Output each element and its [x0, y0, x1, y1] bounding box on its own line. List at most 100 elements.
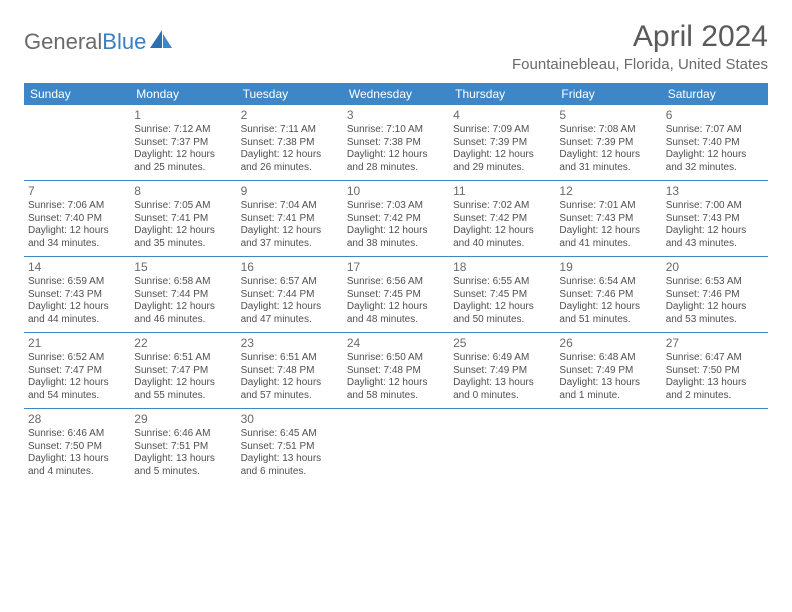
calendar-day-cell: 17Sunrise: 6:56 AMSunset: 7:45 PMDayligh…	[343, 257, 449, 333]
calendar-day-cell: 8Sunrise: 7:05 AMSunset: 7:41 PMDaylight…	[130, 181, 236, 257]
day-info-line: Sunset: 7:40 PM	[666, 137, 764, 150]
location-subtitle: Fountainebleau, Florida, United States	[512, 56, 768, 73]
brand-logo: GeneralBlue	[24, 20, 174, 55]
day-info-line: and 46 minutes.	[134, 314, 232, 327]
page-title: April 2024	[512, 20, 768, 54]
calendar-day-cell: 7Sunrise: 7:06 AMSunset: 7:40 PMDaylight…	[24, 181, 130, 257]
day-info-line: Daylight: 12 hours	[559, 301, 657, 314]
day-info-line: Sunrise: 6:49 AM	[453, 352, 551, 365]
day-info-line: Daylight: 12 hours	[134, 149, 232, 162]
day-info-line: and 51 minutes.	[559, 314, 657, 327]
day-number: 11	[453, 184, 551, 199]
calendar-week-row: 21Sunrise: 6:52 AMSunset: 7:47 PMDayligh…	[24, 333, 768, 409]
day-info-line: Sunrise: 7:10 AM	[347, 124, 445, 137]
calendar-day-cell: 1Sunrise: 7:12 AMSunset: 7:37 PMDaylight…	[130, 105, 236, 181]
day-number: 2	[241, 108, 339, 123]
day-info-line: Sunrise: 6:47 AM	[666, 352, 764, 365]
day-info-line: Daylight: 13 hours	[559, 377, 657, 390]
day-info-line: and 53 minutes.	[666, 314, 764, 327]
day-info-line: and 37 minutes.	[241, 238, 339, 251]
day-info-line: Daylight: 12 hours	[347, 377, 445, 390]
calendar-day-cell: 9Sunrise: 7:04 AMSunset: 7:41 PMDaylight…	[237, 181, 343, 257]
day-number: 26	[559, 336, 657, 351]
day-info-line: and 6 minutes.	[241, 466, 339, 479]
calendar-day-cell: 12Sunrise: 7:01 AMSunset: 7:43 PMDayligh…	[555, 181, 661, 257]
day-info-line: Sunrise: 6:52 AM	[28, 352, 126, 365]
day-info-line: Sunrise: 6:46 AM	[28, 428, 126, 441]
day-number: 21	[28, 336, 126, 351]
day-number: 13	[666, 184, 764, 199]
calendar-day-cell: 6Sunrise: 7:07 AMSunset: 7:40 PMDaylight…	[662, 105, 768, 181]
weekday-header: Monday	[130, 83, 236, 105]
day-info-line: and 1 minute.	[559, 390, 657, 403]
day-number: 5	[559, 108, 657, 123]
day-info-line: Sunset: 7:39 PM	[453, 137, 551, 150]
day-info-line: Sunset: 7:42 PM	[347, 213, 445, 226]
day-info-line: and 0 minutes.	[453, 390, 551, 403]
day-info-line: Sunrise: 6:46 AM	[134, 428, 232, 441]
day-info-line: Sunrise: 6:51 AM	[134, 352, 232, 365]
day-info-line: Sunrise: 7:03 AM	[347, 200, 445, 213]
calendar-day-cell	[449, 409, 555, 485]
day-info-line: and 40 minutes.	[453, 238, 551, 251]
day-info-line: Sunset: 7:44 PM	[134, 289, 232, 302]
calendar-week-row: 28Sunrise: 6:46 AMSunset: 7:50 PMDayligh…	[24, 409, 768, 485]
day-info-line: Sunrise: 7:05 AM	[134, 200, 232, 213]
day-number: 3	[347, 108, 445, 123]
day-info-line: Sunrise: 7:01 AM	[559, 200, 657, 213]
calendar-day-cell: 21Sunrise: 6:52 AMSunset: 7:47 PMDayligh…	[24, 333, 130, 409]
day-info-line: Daylight: 12 hours	[241, 225, 339, 238]
calendar-header: SundayMondayTuesdayWednesdayThursdayFrid…	[24, 83, 768, 105]
day-info-line: Daylight: 12 hours	[28, 377, 126, 390]
day-info-line: Sunset: 7:51 PM	[134, 441, 232, 454]
day-info-line: Sunset: 7:44 PM	[241, 289, 339, 302]
day-info-line: Sunset: 7:39 PM	[559, 137, 657, 150]
day-info-line: Daylight: 12 hours	[666, 301, 764, 314]
day-number: 6	[666, 108, 764, 123]
calendar-day-cell: 20Sunrise: 6:53 AMSunset: 7:46 PMDayligh…	[662, 257, 768, 333]
day-info-line: Sunrise: 6:48 AM	[559, 352, 657, 365]
day-number: 22	[134, 336, 232, 351]
day-info-line: Sunset: 7:42 PM	[453, 213, 551, 226]
calendar-week-row: 1Sunrise: 7:12 AMSunset: 7:37 PMDaylight…	[24, 105, 768, 181]
day-info-line: and 34 minutes.	[28, 238, 126, 251]
day-info-line: Daylight: 12 hours	[453, 301, 551, 314]
day-info-line: Daylight: 12 hours	[134, 377, 232, 390]
day-info-line: and 25 minutes.	[134, 162, 232, 175]
calendar-day-cell: 25Sunrise: 6:49 AMSunset: 7:49 PMDayligh…	[449, 333, 555, 409]
day-info-line: Daylight: 13 hours	[666, 377, 764, 390]
day-info-line: Daylight: 12 hours	[241, 301, 339, 314]
day-info-line: and 43 minutes.	[666, 238, 764, 251]
day-number: 16	[241, 260, 339, 275]
day-info-line: Sunset: 7:43 PM	[559, 213, 657, 226]
day-info-line: and 41 minutes.	[559, 238, 657, 251]
day-info-line: Daylight: 12 hours	[559, 149, 657, 162]
calendar-week-row: 14Sunrise: 6:59 AMSunset: 7:43 PMDayligh…	[24, 257, 768, 333]
day-number: 4	[453, 108, 551, 123]
day-number: 12	[559, 184, 657, 199]
day-info-line: and 29 minutes.	[453, 162, 551, 175]
day-info-line: Daylight: 12 hours	[666, 225, 764, 238]
day-info-line: and 5 minutes.	[134, 466, 232, 479]
calendar-day-cell: 22Sunrise: 6:51 AMSunset: 7:47 PMDayligh…	[130, 333, 236, 409]
calendar-day-cell: 28Sunrise: 6:46 AMSunset: 7:50 PMDayligh…	[24, 409, 130, 485]
day-number: 14	[28, 260, 126, 275]
day-info-line: Daylight: 12 hours	[347, 301, 445, 314]
day-info-line: Daylight: 12 hours	[453, 225, 551, 238]
calendar-day-cell: 5Sunrise: 7:08 AMSunset: 7:39 PMDaylight…	[555, 105, 661, 181]
calendar-day-cell: 16Sunrise: 6:57 AMSunset: 7:44 PMDayligh…	[237, 257, 343, 333]
day-info-line: Sunset: 7:48 PM	[241, 365, 339, 378]
day-info-line: Sunrise: 7:02 AM	[453, 200, 551, 213]
day-info-line: Sunset: 7:51 PM	[241, 441, 339, 454]
day-info-line: Daylight: 12 hours	[28, 225, 126, 238]
day-info-line: and 31 minutes.	[559, 162, 657, 175]
calendar-day-cell: 24Sunrise: 6:50 AMSunset: 7:48 PMDayligh…	[343, 333, 449, 409]
calendar-body: 1Sunrise: 7:12 AMSunset: 7:37 PMDaylight…	[24, 105, 768, 484]
day-info-line: Sunset: 7:43 PM	[28, 289, 126, 302]
day-info-line: Sunrise: 6:57 AM	[241, 276, 339, 289]
calendar-day-cell	[343, 409, 449, 485]
calendar-day-cell: 19Sunrise: 6:54 AMSunset: 7:46 PMDayligh…	[555, 257, 661, 333]
day-number: 24	[347, 336, 445, 351]
calendar-day-cell: 30Sunrise: 6:45 AMSunset: 7:51 PMDayligh…	[237, 409, 343, 485]
day-info-line: Sunset: 7:41 PM	[241, 213, 339, 226]
